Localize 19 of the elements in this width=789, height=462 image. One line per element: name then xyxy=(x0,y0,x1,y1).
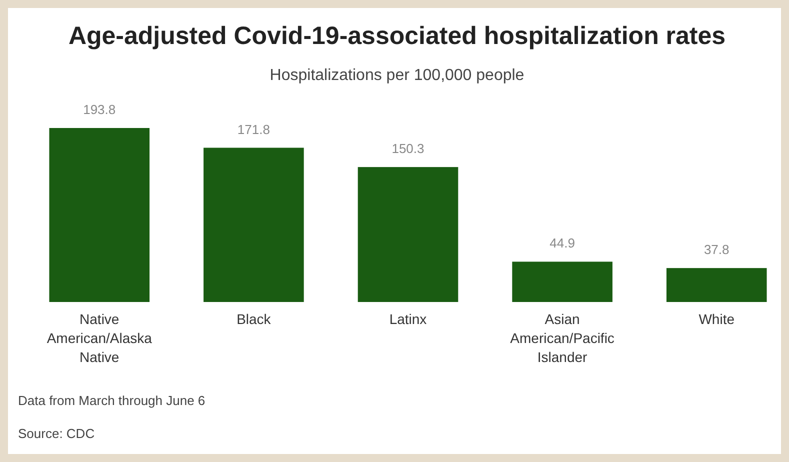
data-label: 44.9 xyxy=(550,236,575,251)
text: Data from March through June 6 xyxy=(18,393,206,408)
x-tick-label: White xyxy=(698,311,735,327)
bar xyxy=(512,262,612,302)
x-tick-label: Native American/Alaska Native xyxy=(46,311,152,365)
data-label: 37.8 xyxy=(704,242,730,258)
data-label: 171.8 xyxy=(237,122,270,137)
bar xyxy=(204,148,304,302)
x-tick-label: Asian American/Pacific Islander xyxy=(510,311,614,365)
x-tick-label: Latinx xyxy=(389,311,427,327)
chart-title: Age-adjusted Covid-19-associated hospitalization rates xyxy=(68,22,726,50)
data-label: 193.8 xyxy=(83,102,116,117)
data-label: 150.3 xyxy=(392,141,424,156)
source-note: Source: CDC xyxy=(18,426,95,441)
chart-subtitle: Hospitalizations per 100,000 people xyxy=(270,67,524,84)
bar xyxy=(358,167,458,302)
bar xyxy=(49,128,150,302)
x-tick-label: Black xyxy=(236,311,272,327)
bar xyxy=(666,268,767,302)
